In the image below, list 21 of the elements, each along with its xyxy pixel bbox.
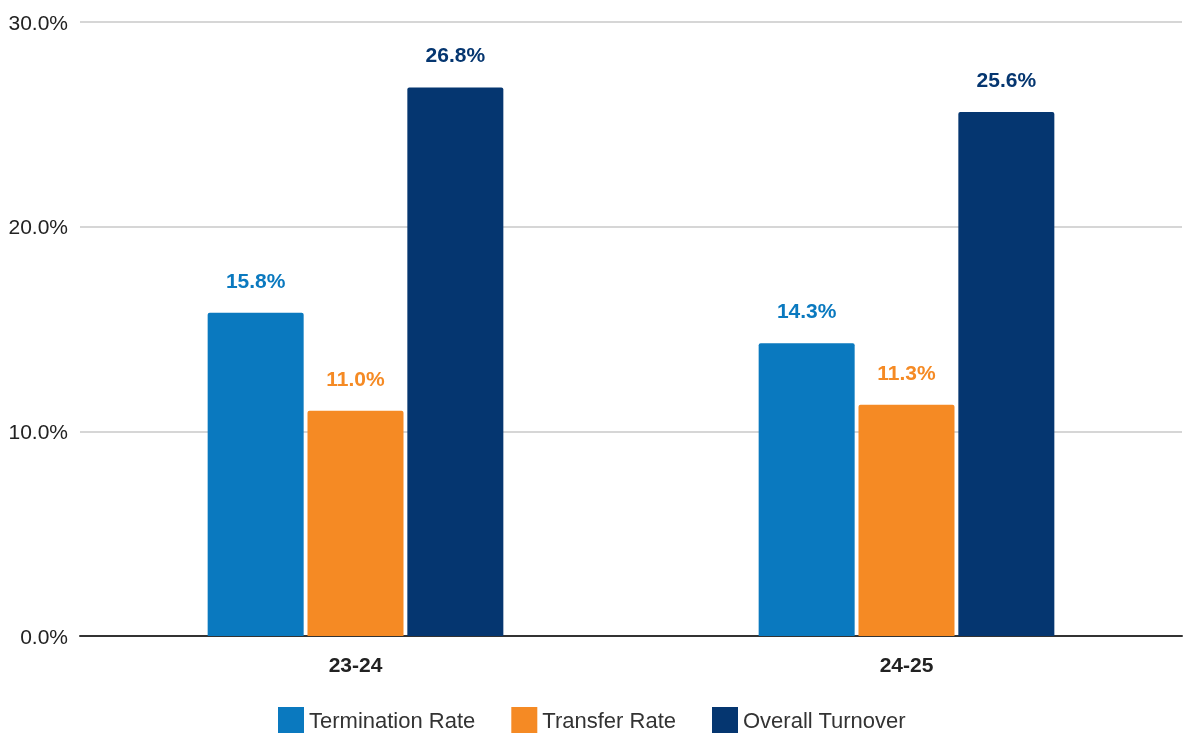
bar	[758, 343, 855, 636]
data-label: 14.3%	[776, 299, 837, 323]
bar	[407, 87, 504, 636]
y-tick-label: 10.0%	[8, 419, 68, 443]
data-label: 11.3%	[877, 360, 937, 384]
data-label: 15.8%	[225, 268, 286, 292]
y-tick-label: 30.0%	[8, 10, 68, 34]
bar	[307, 410, 404, 636]
x-tick-label: 23-24	[328, 653, 383, 676]
y-tick-label: 0.0%	[20, 624, 68, 648]
bar	[858, 404, 955, 636]
bar	[207, 312, 304, 636]
data-label: 26.8%	[425, 43, 486, 67]
data-label: 25.6%	[976, 68, 1037, 92]
legend-label: Overall Turnover	[742, 707, 906, 733]
legend-label: Termination Rate	[309, 707, 476, 733]
x-tick-label: 24-25	[879, 653, 934, 676]
bar	[958, 112, 1055, 636]
y-tick-label: 20.0%	[8, 215, 68, 239]
data-label: 11.0%	[326, 366, 386, 390]
legend-label: Transfer Rate	[542, 707, 676, 733]
